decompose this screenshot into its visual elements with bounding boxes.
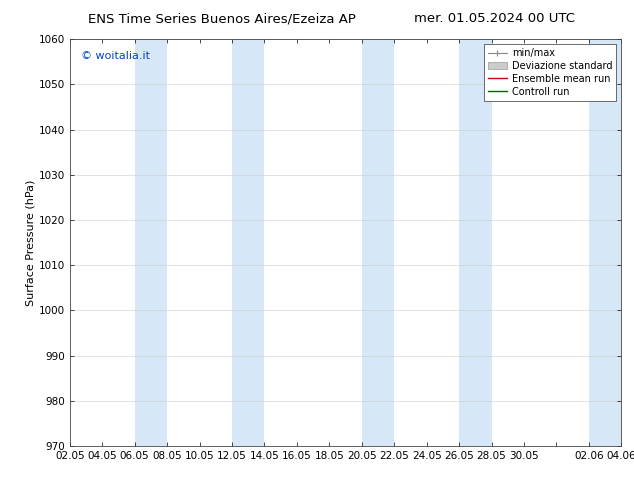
Legend: min/max, Deviazione standard, Ensemble mean run, Controll run: min/max, Deviazione standard, Ensemble m… (484, 44, 616, 100)
Bar (232, 39, 264, 446)
Bar (589, 39, 621, 446)
Text: mer. 01.05.2024 00 UTC: mer. 01.05.2024 00 UTC (414, 12, 575, 25)
Bar (459, 39, 491, 446)
Text: ENS Time Series Buenos Aires/Ezeiza AP: ENS Time Series Buenos Aires/Ezeiza AP (88, 12, 356, 25)
Bar (134, 39, 167, 446)
Y-axis label: Surface Pressure (hPa): Surface Pressure (hPa) (26, 179, 36, 306)
Bar (362, 39, 394, 446)
Text: © woitalia.it: © woitalia.it (81, 51, 150, 61)
